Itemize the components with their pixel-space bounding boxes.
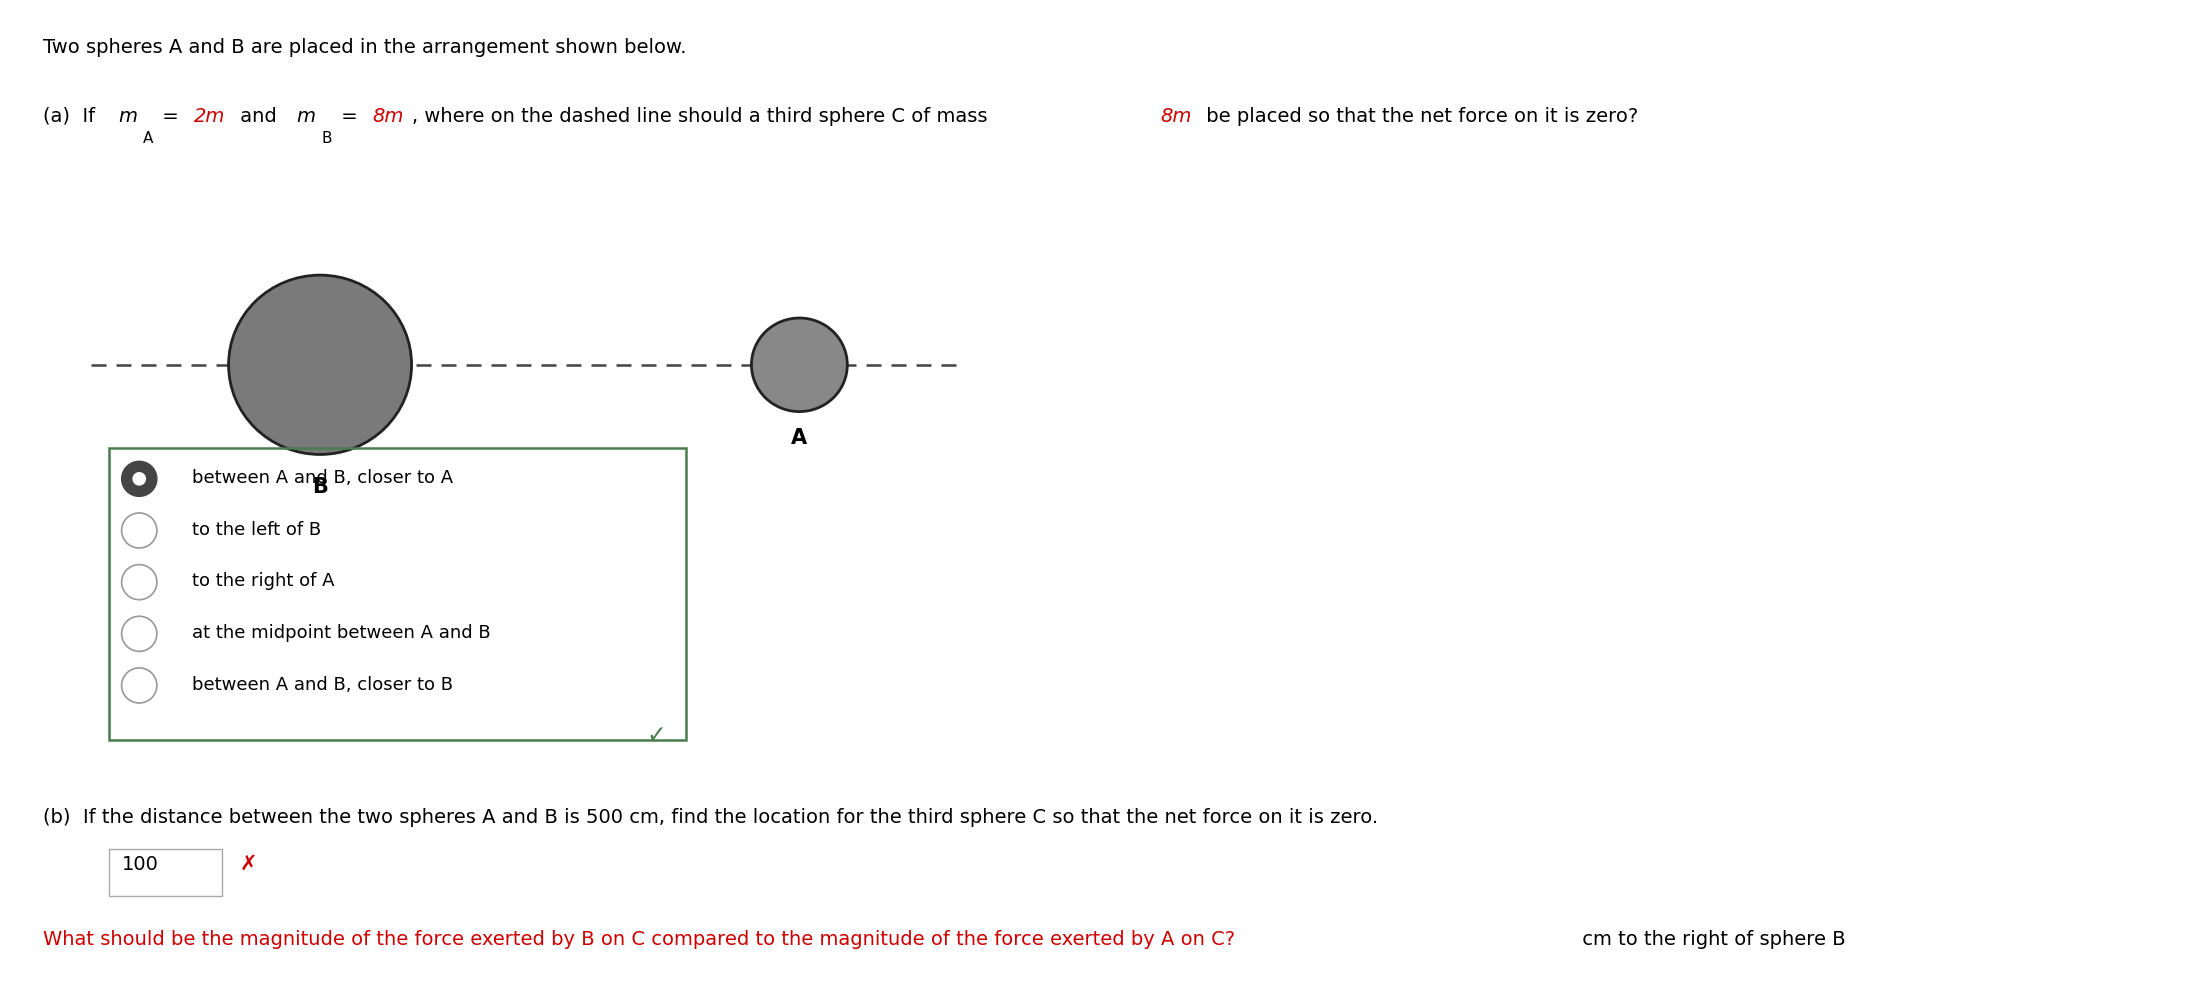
Text: (b)  If the distance between the two spheres A and B is 500 cm, find the locatio: (b) If the distance between the two sphe… [44, 808, 1378, 828]
Text: m: m [297, 106, 315, 126]
Text: and: and [234, 106, 282, 126]
Text: 2m: 2m [192, 106, 225, 126]
Text: , where on the dashed line should a third sphere C of mass: , where on the dashed line should a thir… [413, 106, 995, 126]
Text: cm to the right of sphere B: cm to the right of sphere B [1577, 930, 1846, 950]
Text: between A and B, closer to A: between A and B, closer to A [192, 469, 453, 488]
Ellipse shape [122, 667, 157, 703]
Text: Two spheres A and B are placed in the arrangement shown below.: Two spheres A and B are placed in the ar… [44, 38, 687, 57]
Ellipse shape [122, 564, 157, 600]
Text: B: B [313, 477, 328, 496]
Text: to the right of A: to the right of A [192, 572, 335, 591]
Text: at the midpoint between A and B: at the midpoint between A and B [192, 624, 490, 642]
Text: (a)  If: (a) If [44, 106, 103, 126]
Ellipse shape [133, 472, 147, 486]
Text: ✗: ✗ [238, 854, 256, 874]
Bar [109, 447, 687, 740]
Ellipse shape [122, 616, 157, 652]
Text: between A and B, closer to B: between A and B, closer to B [192, 675, 453, 694]
Text: to the left of B: to the left of B [192, 521, 321, 539]
Text: B: B [321, 131, 332, 145]
Text: be placed so that the net force on it is zero?: be placed so that the net force on it is… [1201, 106, 1638, 126]
Text: A: A [142, 131, 153, 145]
Ellipse shape [230, 275, 411, 454]
Ellipse shape [122, 461, 157, 496]
Text: =: = [335, 106, 363, 126]
Text: 100: 100 [122, 855, 160, 874]
Text: ✓: ✓ [647, 723, 667, 747]
Ellipse shape [122, 513, 157, 549]
Ellipse shape [752, 318, 846, 412]
Text: 8m: 8m [372, 106, 402, 126]
Text: A: A [792, 429, 807, 448]
Text: 8m: 8m [1159, 106, 1192, 126]
Text: =: = [155, 106, 186, 126]
Text: What should be the magnitude of the force exerted by B on C compared to the magn: What should be the magnitude of the forc… [44, 930, 1236, 950]
Text: m: m [118, 106, 138, 126]
Bar [109, 849, 223, 896]
